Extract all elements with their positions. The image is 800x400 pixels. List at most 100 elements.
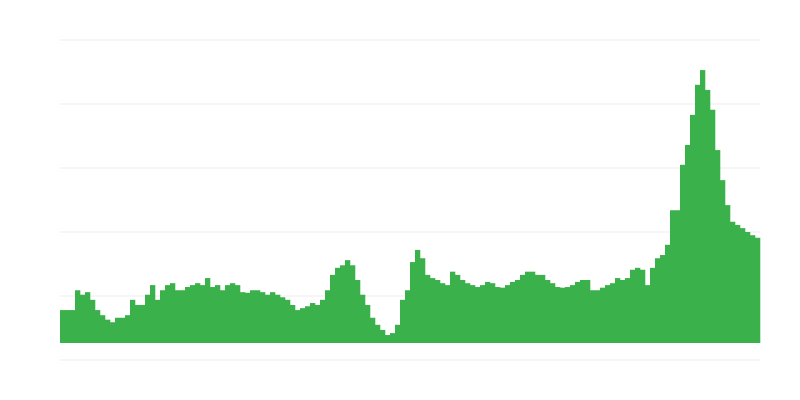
bar [540,274,546,343]
bar [490,283,496,343]
bar [105,319,111,343]
bar [260,292,266,343]
bar [720,180,726,343]
bar [545,280,551,343]
bar [270,292,276,343]
bar [440,283,446,343]
bar [225,285,231,343]
bar [600,287,606,343]
bar [710,109,716,343]
bar [740,228,746,343]
bar [555,287,561,343]
bar [195,283,201,343]
bar [465,283,471,343]
bar [505,285,511,343]
bar [205,278,211,343]
bar [90,299,96,343]
bar [170,283,176,343]
bar [630,269,636,343]
bar [335,267,341,343]
bar [290,304,296,343]
bar [385,335,391,343]
bar [495,287,501,343]
bar [560,287,566,343]
bar [550,283,556,343]
bar [295,310,301,343]
bar [315,304,321,343]
bar [210,287,216,343]
bar [265,294,271,343]
bar [370,317,376,343]
bar [755,237,761,343]
bar [580,280,586,343]
bar [60,310,66,343]
bar [235,285,241,343]
bar [310,303,316,343]
bar [230,283,236,343]
bar [510,281,516,343]
bar [70,310,76,343]
bar [730,221,736,343]
bar [415,249,421,343]
bar [615,278,621,343]
bar [750,235,756,343]
bar [695,84,701,344]
bar [420,258,426,343]
bar [525,271,531,343]
bar [570,285,576,343]
bar [185,287,191,343]
bar [365,304,371,343]
bar [735,224,741,343]
bar [380,329,386,343]
bar [590,290,596,343]
bar [685,144,691,343]
bar [145,294,151,343]
bar [255,290,261,343]
bar [250,290,256,343]
bar [610,283,616,343]
bar [110,322,116,343]
bar [650,267,656,343]
bar [410,262,416,343]
bar [190,285,196,343]
bar [350,265,356,343]
bar [355,280,361,343]
bar [240,292,246,343]
bar [660,255,666,343]
bar [665,244,671,343]
bar [80,294,86,343]
bar [530,271,536,343]
bar [215,285,221,343]
bar [400,299,406,343]
bar [325,290,331,343]
bar [485,281,491,343]
bar [425,274,431,343]
bar [130,299,136,343]
bar [95,310,101,343]
bar [75,290,81,343]
bar [345,260,351,343]
bar [690,114,696,343]
bar [700,70,706,343]
bar [245,292,251,343]
bar [405,290,411,343]
bar [535,274,541,343]
bar [475,287,481,343]
bar [135,304,141,343]
bar [595,290,601,343]
bar [445,285,451,343]
bar [115,317,121,343]
bar [715,150,721,343]
bar [645,285,651,343]
bar [605,285,611,343]
bar [430,278,436,343]
bar [565,287,571,343]
bar [585,280,591,343]
bar [625,278,631,343]
bar [150,285,156,343]
bar [180,290,186,343]
bar [160,290,166,343]
bar [390,333,396,343]
